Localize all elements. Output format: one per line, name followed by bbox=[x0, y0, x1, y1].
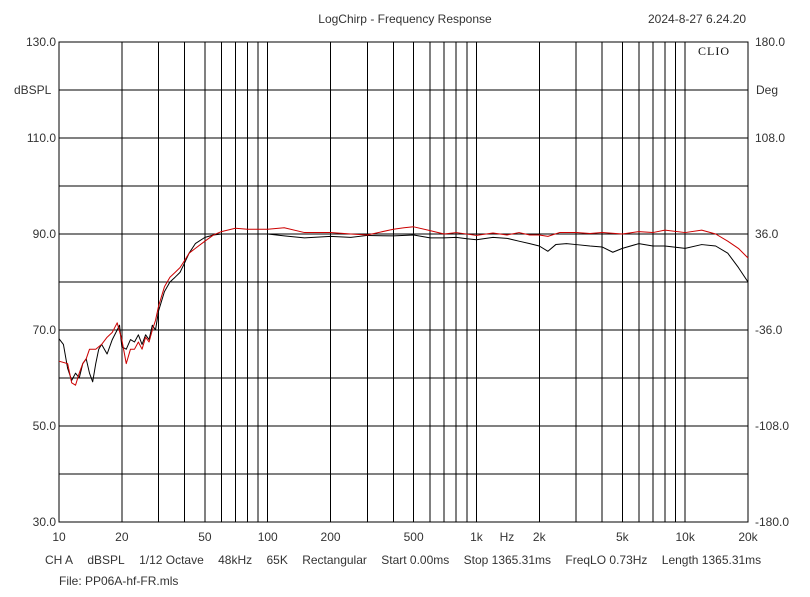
size-label: 65K bbox=[266, 553, 288, 567]
series-line-black bbox=[58, 233, 749, 383]
y-tick-label: 110.0 bbox=[27, 131, 56, 145]
smoothing-label: 1/12 Octave bbox=[139, 553, 204, 567]
series-lines bbox=[58, 226, 749, 386]
x-tick-label: 5k bbox=[616, 530, 630, 544]
tick-labels: 130.0 110.0 90.0 70.0 50.0 30.0 180.0 108.0 36.0… bbox=[26, 35, 789, 544]
clio-logo: CLIO bbox=[698, 44, 730, 58]
left-axis-unit: dBSPL bbox=[14, 83, 52, 97]
channel-label: CH A bbox=[45, 553, 74, 567]
start-label: Start 0.00ms bbox=[381, 553, 450, 567]
x-axis-unit-label: Hz bbox=[500, 530, 515, 544]
unit-label: dBSPL bbox=[87, 553, 125, 567]
chart-title: LogChirp - Frequency Response bbox=[318, 12, 492, 26]
length-label: Length 1365.31ms bbox=[661, 553, 762, 567]
y2-tick-label: -36.0 bbox=[755, 323, 783, 337]
x-tick-label: 50 bbox=[198, 530, 212, 544]
timestamp: 2024-8-27 6.24.20 bbox=[648, 12, 747, 26]
y2-tick-label: 180.0 bbox=[755, 35, 785, 49]
x-tick-label: 10 bbox=[52, 530, 66, 544]
series-line-red bbox=[58, 226, 749, 386]
x-tick-label: 1k bbox=[470, 530, 484, 544]
y-tick-label: 70.0 bbox=[33, 323, 57, 337]
x-tick-label: 2k bbox=[533, 530, 547, 544]
y-tick-label: 130.0 bbox=[26, 35, 56, 49]
stop-label: Stop 1365.31ms bbox=[463, 553, 552, 567]
y-tick-label: 50.0 bbox=[33, 419, 57, 433]
x-tick-label: 10k bbox=[675, 530, 695, 544]
y2-tick-label: 36.0 bbox=[755, 227, 779, 241]
sample-rate-label: 48kHz bbox=[218, 553, 253, 567]
right-axis-unit: Deg bbox=[756, 83, 779, 97]
x-tick-label: 500 bbox=[404, 530, 424, 544]
y2-tick-label: -180.0 bbox=[755, 515, 789, 529]
grid bbox=[58, 41, 749, 523]
x-tick-label: 100 bbox=[258, 530, 278, 544]
y-tick-label: 90.0 bbox=[33, 227, 57, 241]
window-label: Rectangular bbox=[302, 553, 367, 567]
file-name: File: PP06A-hf-FR.mls bbox=[59, 574, 179, 588]
x-tick-label: 20k bbox=[738, 530, 758, 544]
x-tick-label: 20 bbox=[115, 530, 129, 544]
y2-tick-label: 108.0 bbox=[755, 131, 785, 145]
freqlo-label: FreqLO 0.73Hz bbox=[565, 553, 648, 567]
x-tick-label: 200 bbox=[321, 530, 341, 544]
y-tick-label: 30.0 bbox=[33, 515, 57, 529]
measurement-info: CH A dBSPL 1/12 Octave 48kHz 65K Rectang… bbox=[45, 553, 761, 567]
y2-tick-label: -108.0 bbox=[755, 419, 789, 433]
